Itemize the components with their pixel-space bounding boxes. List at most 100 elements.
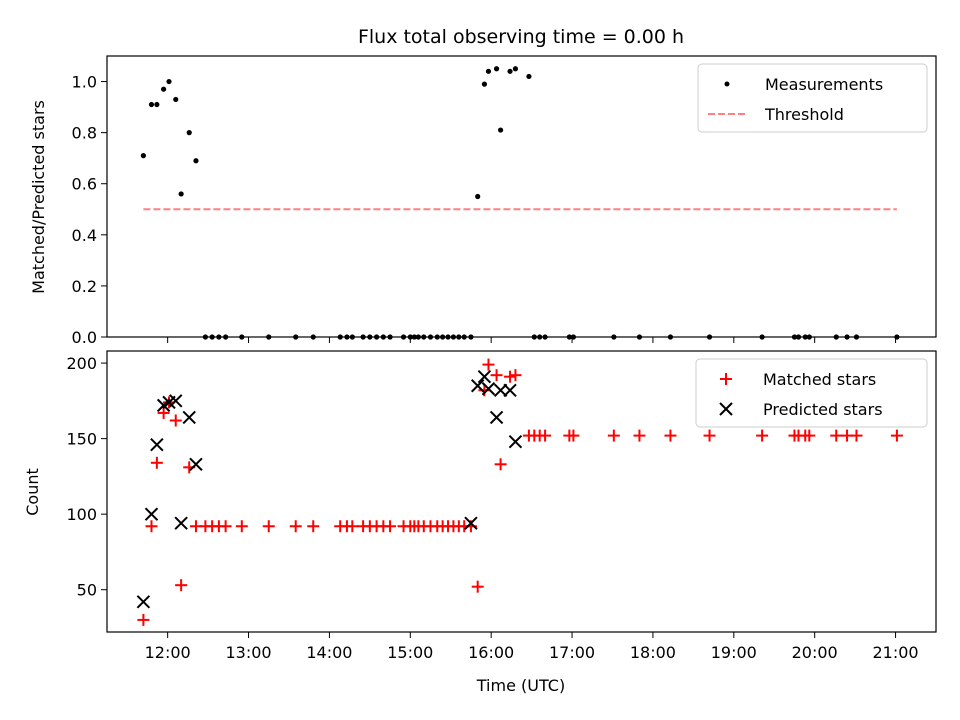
measurement-point [186, 130, 192, 136]
y-tick-label: 0.8 [72, 124, 97, 143]
measurement-point [759, 334, 765, 340]
measurement-point [512, 66, 519, 72]
measurement-point [475, 193, 481, 200]
matched-star-point [509, 369, 522, 382]
measurement-point [373, 334, 380, 340]
measurement-point [178, 191, 184, 197]
bottom-series [136, 358, 903, 626]
top-x-ticks [167, 337, 897, 343]
x-tick-label: 21:00 [873, 643, 919, 662]
measurement-point [421, 334, 427, 340]
matched-star-point [850, 429, 863, 442]
legend-matched-label: Matched stars [763, 370, 876, 389]
legend-matched-marker [720, 373, 732, 385]
measurement-point [806, 334, 812, 340]
y-tick-label: 150 [66, 430, 97, 449]
top-legend: Measurements Threshold [697, 63, 928, 133]
matched-star-point [169, 414, 182, 427]
x-tick-label: 12:00 [145, 643, 191, 662]
measurement-point [450, 334, 457, 340]
measurement-point [193, 158, 199, 164]
measurement-point [367, 334, 373, 340]
measurement-point [293, 334, 299, 340]
chart-title: Flux total observing time = 0.00 h [358, 26, 684, 48]
measurement-point [223, 334, 229, 340]
matched-star-point [307, 520, 320, 533]
matched-star-point [830, 429, 843, 442]
top-y-ticks: 0.0 0.2 0.4 0.6 0.8 1.0 [72, 73, 107, 347]
legend-predicted-marker [719, 402, 733, 416]
bottom-plot-frame [106, 350, 937, 633]
matched-star-point [539, 429, 552, 442]
measurement-point [468, 334, 474, 340]
matched-star-point [633, 429, 646, 442]
predicted-star-point [477, 369, 492, 384]
y-tick-label: 1.0 [72, 73, 97, 92]
measurement-point [400, 334, 407, 340]
measurement-point [542, 334, 548, 340]
legend-measurements-marker [724, 81, 730, 87]
measurement-point [498, 127, 504, 133]
x-tick-label: 13:00 [225, 643, 271, 662]
measurement-point [461, 334, 467, 340]
measurement-point [344, 334, 350, 340]
matched-star-point [504, 370, 517, 383]
measurement-point [266, 334, 272, 340]
predicted-star-point [470, 379, 485, 393]
matched-star-point [494, 458, 507, 471]
predicted-star-point [182, 410, 196, 425]
bottom-legend: Matched stars Predicted stars [695, 358, 928, 428]
measurement-point [456, 334, 462, 340]
y-tick-label: 0.0 [72, 328, 97, 347]
bottom-y-ticks: 50 100 150 200 [66, 354, 107, 600]
measurement-point [310, 334, 316, 340]
measurement-point [209, 334, 215, 340]
matched-star-point [289, 520, 302, 533]
measurement-point [434, 334, 440, 340]
matched-star-point [803, 429, 816, 442]
y-tick-label: 100 [66, 505, 97, 524]
top-y-axis-label: Matched/Predicted stars [29, 100, 48, 294]
matched-star-point [346, 520, 359, 533]
measurement-point [791, 334, 798, 340]
bottom-legend-box [695, 358, 928, 428]
measurement-point [202, 334, 209, 340]
matched-star-point [664, 429, 677, 442]
matched-star-point [567, 429, 580, 442]
measurement-point [526, 73, 532, 80]
matched-star-point [384, 520, 397, 533]
y-tick-label: 50 [77, 581, 97, 600]
measurement-point [537, 334, 543, 340]
measurement-point [411, 334, 417, 340]
matched-star-point [145, 520, 158, 533]
bottom-panel: 50 100 150 200 12:00 13:00 14:00 15:00 16:00 17:… [23, 350, 937, 695]
y-tick-label: 0.6 [72, 175, 97, 194]
x-tick-label: 15:00 [387, 643, 433, 662]
predicted-star-point [464, 516, 478, 530]
matched-star-point [235, 520, 248, 533]
x-tick-label: 18:00 [630, 643, 676, 662]
measurement-point [493, 66, 500, 72]
x-tick-label: 19:00 [711, 643, 757, 662]
measurement-point [173, 96, 179, 103]
measurement-point [795, 334, 802, 340]
top-panel: 0.0 0.2 0.4 0.6 0.8 1.0 Matched/Predicted sta… [29, 55, 937, 347]
matched-star-point [756, 429, 769, 442]
measurement-point [427, 334, 434, 340]
predicted-star-point [508, 434, 523, 449]
measurement-point [216, 334, 222, 340]
x-tick-label: 16:00 [468, 643, 514, 662]
measurement-point [380, 334, 386, 340]
measurement-point [667, 334, 674, 340]
y-tick-label: 200 [66, 354, 97, 373]
predicted-star-point [144, 507, 159, 521]
matched-star-point [150, 456, 163, 469]
predicted-star-point [489, 410, 504, 425]
top-legend-box [697, 63, 928, 133]
predicted-star-point [481, 382, 496, 396]
matched-star-point [137, 613, 150, 626]
predicted-star-point [150, 437, 164, 452]
x-axis-label: Time (UTC) [476, 676, 565, 695]
measurement-point [349, 334, 355, 340]
measurement-point [440, 334, 446, 340]
